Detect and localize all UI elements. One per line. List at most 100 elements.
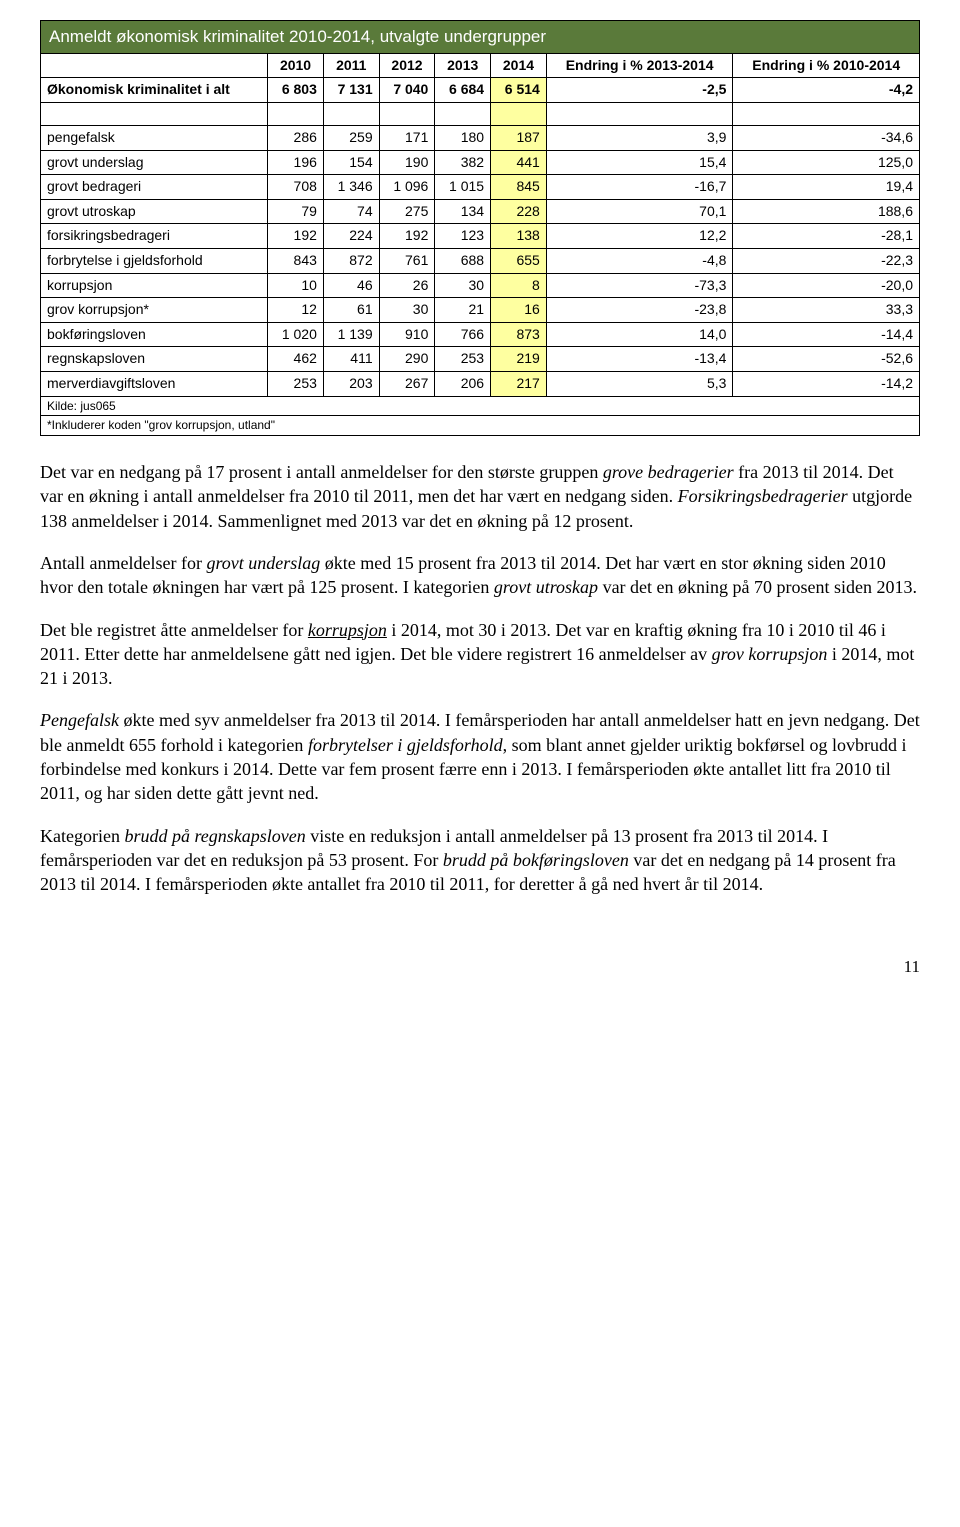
table-row: pengefalsk2862591711801873,9-34,6 [41, 125, 920, 150]
row-cell: 171 [379, 125, 435, 150]
row-cell: 441 [491, 150, 547, 175]
table-row: forbrytelse i gjeldsforhold8438727616886… [41, 248, 920, 273]
row-cell: 138 [491, 224, 547, 249]
row-cell: 411 [323, 347, 379, 372]
total-c6: -4,2 [733, 78, 920, 103]
total-label: Økonomisk kriminalitet i alt [41, 78, 268, 103]
crime-table: Anmeldt økonomisk kriminalitet 2010-2014… [40, 20, 920, 436]
row-label: grovt bedrageri [41, 175, 268, 200]
row-cell: 33,3 [733, 298, 920, 323]
row-cell: 154 [323, 150, 379, 175]
table-row: regnskapsloven462411290253219-13,4-52,6 [41, 347, 920, 372]
table-row: bokføringsloven1 0201 13991076687314,0-1… [41, 322, 920, 347]
total-c3: 6 684 [435, 78, 491, 103]
row-cell: 79 [268, 199, 324, 224]
col-header-2013: 2013 [435, 53, 491, 78]
row-cell: 190 [379, 150, 435, 175]
footer-row-2: *Inkluderer koden "grov korrupsjon, utla… [41, 416, 920, 436]
p1-text-a: Det var en nedgang på 17 prosent i antal… [40, 462, 603, 482]
row-cell: 688 [435, 248, 491, 273]
row-label: grovt utroskap [41, 199, 268, 224]
row-cell: 192 [268, 224, 324, 249]
row-cell: 5,3 [546, 371, 733, 396]
row-cell: 382 [435, 150, 491, 175]
paragraph-2: Antall anmeldelser for grovt underslag ø… [40, 551, 920, 600]
p1-italic-2: Forsikringsbedragerier [678, 486, 848, 506]
row-cell: 1 139 [323, 322, 379, 347]
table-row: grovt bedrageri7081 3461 0961 015845-16,… [41, 175, 920, 200]
p4-italic-0: Pengefalsk [40, 710, 119, 730]
row-label: regnskapsloven [41, 347, 268, 372]
row-cell: -22,3 [733, 248, 920, 273]
row-cell: 275 [379, 199, 435, 224]
row-cell: 196 [268, 150, 324, 175]
row-cell: 26 [379, 273, 435, 298]
p5-italic-2: brudd på bokføringsloven [443, 850, 629, 870]
row-cell: -28,1 [733, 224, 920, 249]
footer-note: *Inkluderer koden "grov korrupsjon, utla… [41, 416, 920, 436]
paragraph-4: Pengefalsk økte med syv anmeldelser fra … [40, 708, 920, 805]
p1-italic-1: grove bedragerier [603, 462, 734, 482]
row-cell: 70,1 [546, 199, 733, 224]
row-cell: -4,8 [546, 248, 733, 273]
row-cell: 286 [268, 125, 324, 150]
table-row: grov korrupsjon*1261302116-23,833,3 [41, 298, 920, 323]
row-cell: 14,0 [546, 322, 733, 347]
row-cell: 253 [435, 347, 491, 372]
table-title: Anmeldt økonomisk kriminalitet 2010-2014… [41, 21, 920, 54]
row-cell: 462 [268, 347, 324, 372]
paragraph-3: Det ble registret åtte anmeldelser for k… [40, 618, 920, 691]
total-c2: 7 040 [379, 78, 435, 103]
p2-text-a: Antall anmeldelser for [40, 553, 206, 573]
row-cell: 3,9 [546, 125, 733, 150]
spacer-row [41, 102, 920, 125]
row-cell: 206 [435, 371, 491, 396]
table-row: korrupsjon104626308-73,3-20,0 [41, 273, 920, 298]
row-cell: 187 [491, 125, 547, 150]
row-cell: 1 346 [323, 175, 379, 200]
row-cell: 219 [491, 347, 547, 372]
total-c4: 6 514 [491, 78, 547, 103]
col-header-2011: 2011 [323, 53, 379, 78]
table-row: grovt utroskap797427513422870,1188,6 [41, 199, 920, 224]
row-cell: 15,4 [546, 150, 733, 175]
row-cell: -13,4 [546, 347, 733, 372]
row-cell: 228 [491, 199, 547, 224]
row-cell: 843 [268, 248, 324, 273]
row-label: grov korrupsjon* [41, 298, 268, 323]
row-cell: 180 [435, 125, 491, 150]
footer-source: Kilde: jus065 [41, 396, 920, 416]
row-cell: 655 [491, 248, 547, 273]
col-header-change-1014: Endring i % 2010-2014 [733, 53, 920, 78]
row-cell: 12 [268, 298, 324, 323]
row-cell: 123 [435, 224, 491, 249]
row-cell: 761 [379, 248, 435, 273]
row-label: pengefalsk [41, 125, 268, 150]
row-cell: 259 [323, 125, 379, 150]
row-cell: -73,3 [546, 273, 733, 298]
row-cell: 267 [379, 371, 435, 396]
row-label: forbrytelse i gjeldsforhold [41, 248, 268, 273]
row-cell: -14,4 [733, 322, 920, 347]
row-cell: -34,6 [733, 125, 920, 150]
row-cell: -52,6 [733, 347, 920, 372]
p3-italic-1: grov korrupsjon [712, 644, 828, 664]
row-cell: 253 [268, 371, 324, 396]
row-cell: 10 [268, 273, 324, 298]
row-cell: 125,0 [733, 150, 920, 175]
row-cell: 30 [379, 298, 435, 323]
table-header-row: 2010 2011 2012 2013 2014 Endring i % 201… [41, 53, 920, 78]
row-cell: 21 [435, 298, 491, 323]
row-cell: 1 096 [379, 175, 435, 200]
p3-text-a: Det ble registret åtte anmeldelser for [40, 620, 308, 640]
row-cell: 30 [435, 273, 491, 298]
row-cell: 192 [379, 224, 435, 249]
table-title-row: Anmeldt økonomisk kriminalitet 2010-2014… [41, 21, 920, 54]
row-cell: 203 [323, 371, 379, 396]
p5-italic-1: brudd på regnskapsloven [124, 826, 305, 846]
row-label: korrupsjon [41, 273, 268, 298]
row-cell: 61 [323, 298, 379, 323]
row-cell: 134 [435, 199, 491, 224]
row-cell: 224 [323, 224, 379, 249]
col-header-change-1314: Endring i % 2013-2014 [546, 53, 733, 78]
